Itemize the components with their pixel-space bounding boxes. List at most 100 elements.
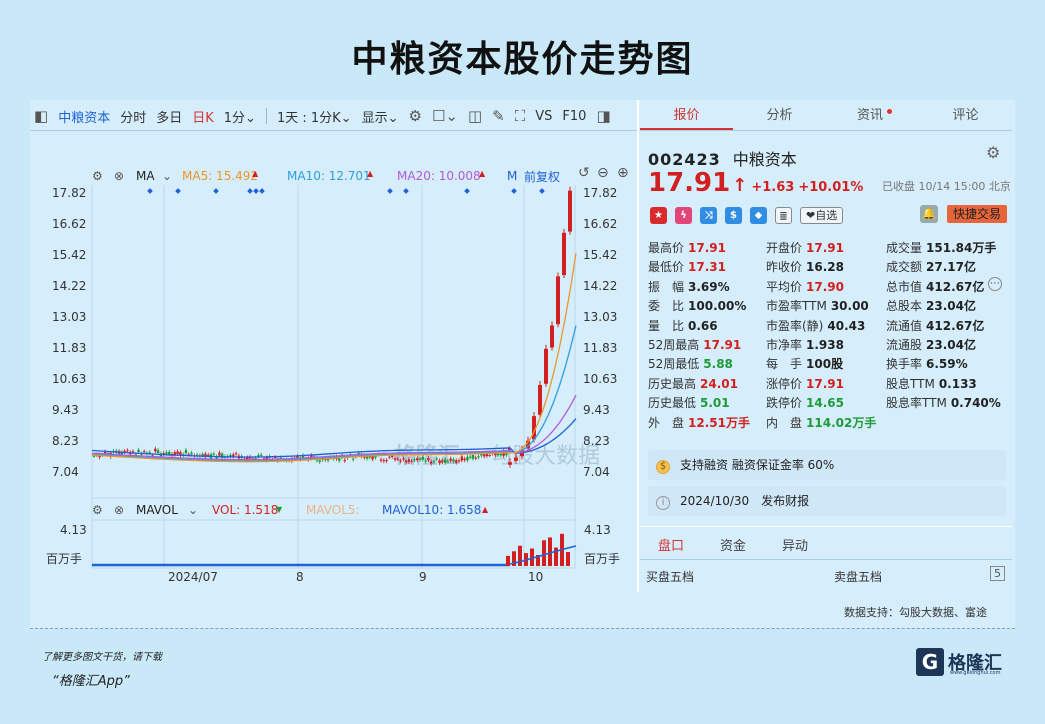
sidebar-toggle-icon[interactable]: ◧ <box>34 107 49 125</box>
close-icon[interactable]: ⊗ <box>114 503 125 517</box>
add-watchlist-button[interactable]: ❤自选 <box>800 206 844 224</box>
promo-line-2: “格隆汇App” <box>52 674 130 689</box>
stat-item: 52周最高 17.91 <box>648 336 741 353</box>
event-markers <box>147 188 545 194</box>
event-marker <box>464 188 470 194</box>
gear-icon[interactable]: ⚙ <box>986 143 1001 162</box>
chart-grid <box>91 185 576 569</box>
ma-label[interactable]: MA <box>136 169 155 183</box>
mavol5-value: MAVOL5: <box>306 503 360 517</box>
period-label: 1分 <box>223 110 246 126</box>
y-tick-label: 14.22 <box>583 279 617 293</box>
stat-value: 3.69% <box>688 279 730 294</box>
candle <box>514 457 518 461</box>
vs-button[interactable]: VS <box>535 108 553 124</box>
camera-icon[interactable]: ◫ <box>467 107 483 125</box>
market-status: 已收盘 10/14 15:00 北京 <box>882 180 1011 193</box>
fullscreen-icon[interactable]: ⛶ <box>514 107 526 125</box>
candle <box>413 459 416 461</box>
tab-pinglun[interactable]: 评论 <box>919 104 1012 130</box>
candle <box>556 276 560 325</box>
candle <box>371 455 374 460</box>
tab-zijin[interactable]: 资金 <box>719 539 746 554</box>
stat-item: 总市值 412.67亿 <box>886 278 984 295</box>
tab-label: 报价 <box>673 108 700 123</box>
quick-trade-button[interactable]: 快捷交易 <box>947 205 1008 223</box>
candle <box>457 460 461 462</box>
ma20-value: MA20: 10.008 <box>397 169 481 183</box>
stat-item: 市净率 1.938 <box>766 336 844 353</box>
stat-item: 换手率 6.59% <box>886 355 968 372</box>
pencil-icon[interactable]: ✎ <box>492 107 505 125</box>
chevron-down-icon[interactable]: ⌄ <box>188 503 199 517</box>
margin-notice[interactable]: $ 支持融资 融资保证金率 60% <box>648 450 1006 480</box>
rik-tab[interactable]: 日K <box>192 110 214 126</box>
candle <box>103 451 107 454</box>
stat-value: 1.938 <box>806 338 844 352</box>
panel-divider <box>637 100 639 592</box>
x-axis: 2024/07 8 9 10 <box>168 570 543 584</box>
candle <box>390 454 394 458</box>
vol-unit-left: 百万手 <box>46 552 83 566</box>
f10-button[interactable]: F10 <box>562 108 587 124</box>
candle <box>496 453 500 456</box>
stat-label: 涨停价 <box>766 376 803 391</box>
stock-name-tab[interactable]: 中粮资本 <box>58 110 111 126</box>
settings-icon[interactable]: ⚙ <box>92 503 103 517</box>
zoom-in-icon[interactable]: ⊕ <box>617 165 629 181</box>
zoom-out-icon[interactable]: ⊖ <box>597 165 609 181</box>
chevron-down-icon[interactable]: ⌄ <box>162 169 173 183</box>
stat-label: 流通值 <box>886 318 923 333</box>
x-tick-label: 10 <box>528 570 543 584</box>
duori-tab[interactable]: 多日 <box>156 110 183 126</box>
logo-mark-icon: G <box>916 648 944 676</box>
event-marker <box>511 188 517 194</box>
candle <box>388 456 391 458</box>
tab-pankou[interactable]: 盘口 <box>657 539 684 554</box>
candle <box>229 455 232 457</box>
candle <box>326 458 330 461</box>
tag-icon[interactable]: ⬥ <box>750 206 767 224</box>
tab-yidong[interactable]: 异动 <box>781 539 808 554</box>
display-select[interactable]: 显示⌄ <box>362 107 399 126</box>
candle <box>154 448 157 452</box>
settings-icon[interactable]: ⚙ <box>92 169 103 183</box>
period-select[interactable]: 1分⌄ <box>224 107 256 126</box>
fenshi-tab[interactable]: 分时 <box>120 110 147 126</box>
event-marker <box>213 188 219 194</box>
tab-zixun[interactable]: 资讯 <box>826 104 919 130</box>
earnings-notice[interactable]: i 2024/10/30 发布财报 <box>648 486 1006 516</box>
tab-fenxi[interactable]: 分析 <box>733 104 826 130</box>
dollar-icon[interactable]: $ <box>725 206 742 224</box>
y-tick-label: 11.83 <box>583 341 617 355</box>
y-tick-label: 15.42 <box>52 248 86 262</box>
fuquan-select[interactable]: 前复权 <box>524 169 561 184</box>
candle <box>438 460 441 464</box>
bell-icon[interactable]: 🔔 <box>920 205 938 223</box>
candle <box>463 458 466 461</box>
undo-icon[interactable]: ↺ <box>578 165 590 181</box>
watermark-gelonghui: 格隆汇 <box>394 444 461 469</box>
doc-icon[interactable]: ≣ <box>775 206 792 224</box>
range-select[interactable]: 1天 : 1分K⌄ <box>277 107 352 126</box>
stat-item: 昨收价 16.28 <box>766 258 844 275</box>
stat-value: 6.59% <box>926 357 968 372</box>
stat-item: 股息TTM 0.133 <box>886 375 977 392</box>
candle <box>204 453 207 458</box>
gear-icon[interactable]: ⚙ <box>408 107 422 125</box>
more-icon[interactable]: ⋯ <box>988 276 1002 291</box>
mavol-label[interactable]: MAVOL <box>136 503 178 517</box>
candle <box>396 458 399 460</box>
stat-item: 量 比 0.66 <box>648 317 718 334</box>
square-select-icon[interactable]: ☐⌄ <box>431 107 458 125</box>
panel-toggle-icon[interactable]: ◨ <box>596 107 611 125</box>
close-icon[interactable]: ⊗ <box>114 169 125 183</box>
logo-url: www.gelonghui.com <box>950 670 1001 676</box>
depth-select[interactable]: 5 <box>990 566 1005 581</box>
tab-baojia[interactable]: 报价 <box>640 104 733 130</box>
kline-chart[interactable]: 17.82 16.62 15.42 14.22 13.03 11.83 10.63 9.43 8… <box>30 100 637 592</box>
lightning-icon[interactable]: ϟ <box>675 206 692 224</box>
shuffle-icon[interactable]: ⤨ <box>700 206 717 224</box>
tabs-divider <box>640 130 1012 131</box>
y-tick-label: 15.42 <box>583 248 617 262</box>
